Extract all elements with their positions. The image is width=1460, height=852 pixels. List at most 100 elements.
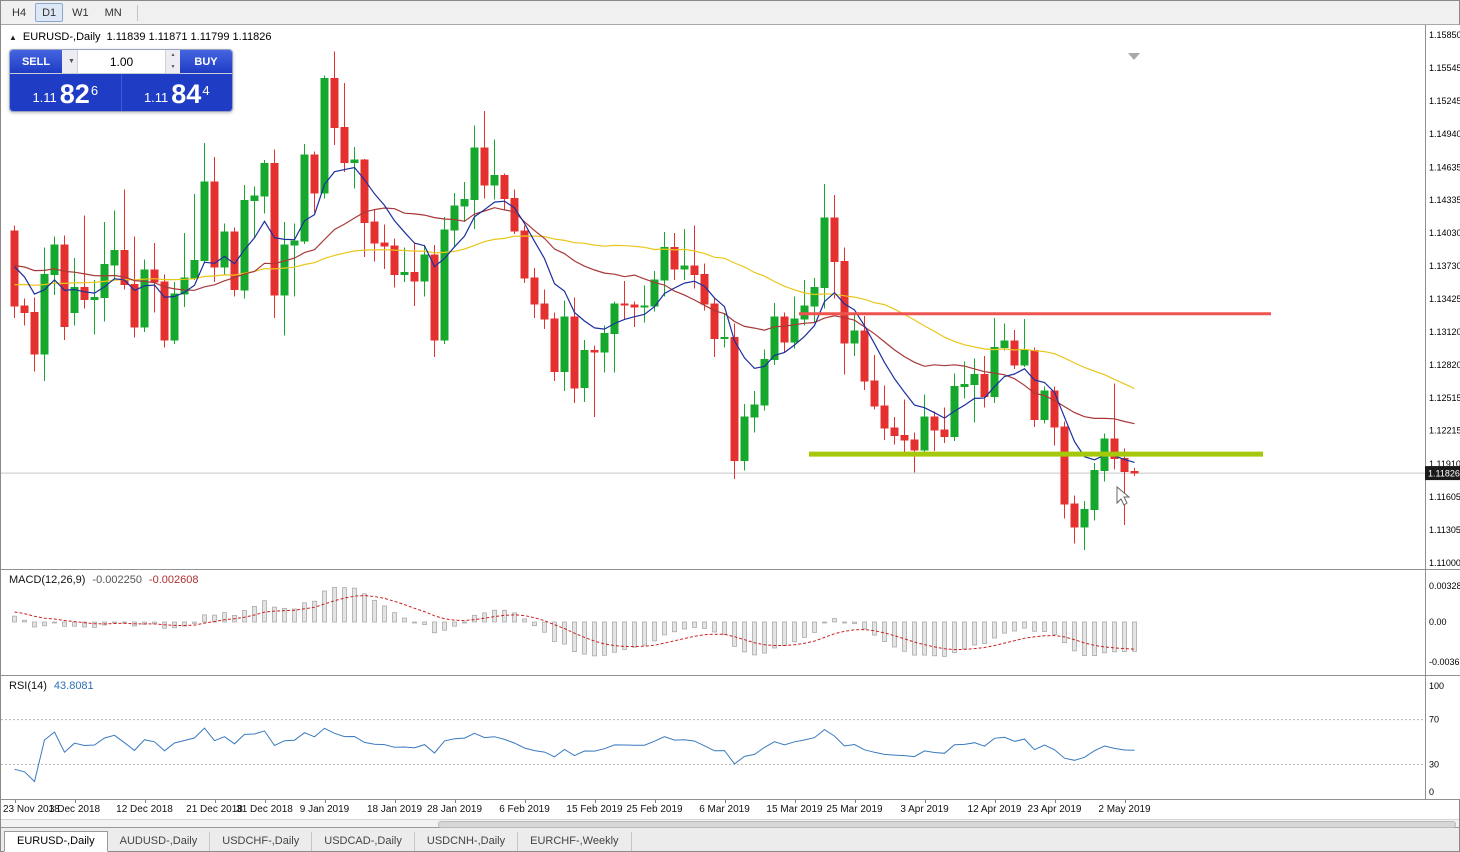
time-tick <box>854 800 856 803</box>
mouse-cursor-icon <box>1116 485 1131 506</box>
tab-audusd-daily[interactable]: AUDUSD-,Daily <box>108 832 211 851</box>
buy-price-big: 84 <box>171 79 202 109</box>
volume-up-button[interactable]: ▲ <box>166 50 180 62</box>
price-chart[interactable]: 1.15850 1.15545 1.15245 1.14940 1.14635 1.143… <box>1 25 1460 569</box>
horizontal-scrollbar[interactable] <box>1 819 1459 828</box>
svg-text:1.11910: 1.11910 <box>1429 459 1460 469</box>
time-tick <box>264 800 266 803</box>
sell-price-big: 82 <box>59 79 90 109</box>
time-tick <box>394 800 396 803</box>
time-tick <box>74 800 76 803</box>
time-tick <box>454 800 456 803</box>
volume-down-button[interactable]: ▼ <box>166 61 180 73</box>
svg-text:100: 100 <box>1429 681 1444 691</box>
macd-main-value: -0.002250 <box>92 574 142 586</box>
time-axis-label: 15 Mar 2019 <box>766 804 823 815</box>
svg-text:1.14030: 1.14030 <box>1429 228 1460 238</box>
ohlc-values: 1.11839 1.11871 1.11799 1.11826 <box>106 31 272 43</box>
timeframe-toolbar: H4 D1 W1 MN <box>1 1 1459 25</box>
macd-signal-line <box>14 595 1135 651</box>
time-tick <box>1054 800 1056 803</box>
svg-text:1.11305: 1.11305 <box>1429 525 1460 535</box>
rsi-pane[interactable]: 100 70 30 0 RSI(14) 43.8081 <box>1 675 1460 799</box>
timeframe-h4-button[interactable]: H4 <box>5 3 34 22</box>
time-axis-label: 25 Feb 2019 <box>626 804 683 815</box>
time-axis-label: 15 Feb 2019 <box>566 804 623 815</box>
tab-usdchf-daily[interactable]: USDCHF-,Daily <box>210 832 313 851</box>
time-tick <box>214 800 216 803</box>
collapse-panel-icon[interactable]: ▲ <box>9 32 17 42</box>
sell-price-sup: 6 <box>90 83 99 98</box>
macd-chart[interactable]: 0.003282 0.00 -0.00365 <box>1 570 1460 675</box>
rsi-label: RSI(14) 43.8081 <box>9 680 94 692</box>
time-axis-label: 23 Nov 2018 <box>3 804 60 815</box>
tab-usdcnh-daily[interactable]: USDCNH-,Daily <box>415 832 519 851</box>
time-axis-label: 25 Mar 2019 <box>826 804 883 815</box>
sell-button[interactable]: SELL <box>10 50 62 73</box>
svg-text:1.15850: 1.15850 <box>1429 30 1460 40</box>
rsi-line <box>14 727 1135 783</box>
timeframe-w1-button[interactable]: W1 <box>65 3 96 22</box>
svg-text:1.11000: 1.11000 <box>1429 558 1460 568</box>
buy-price-sup: 4 <box>202 83 210 98</box>
svg-text:-0.00365: -0.00365 <box>1429 657 1460 667</box>
time-axis-label: 31 Dec 2018 <box>236 804 293 815</box>
timeframe-d1-button[interactable]: D1 <box>35 3 64 22</box>
macd-signal-value: -0.002608 <box>148 574 199 586</box>
rsi-chart[interactable]: 100 70 30 0 <box>1 676 1460 799</box>
candlesticks <box>10 51 1139 550</box>
scrollbar-thumb[interactable] <box>438 821 1456 828</box>
volume-dropdown-button[interactable]: ▼ <box>62 50 78 73</box>
buy-button[interactable]: BUY <box>180 50 232 73</box>
time-axis-label: 12 Dec 2018 <box>116 804 173 815</box>
chart-tab-bar: EURUSD-,Daily AUDUSD-,Daily USDCHF-,Dail… <box>1 827 1459 852</box>
chart-shift-marker <box>1128 53 1140 60</box>
svg-text:1.14335: 1.14335 <box>1429 195 1460 205</box>
svg-text:1.15545: 1.15545 <box>1429 63 1460 73</box>
time-tick <box>1124 800 1126 803</box>
symbol-name: EURUSD-,Daily <box>22 31 101 43</box>
time-axis-label: 6 Feb 2019 <box>499 804 550 815</box>
time-axis-label: 12 Apr 2019 <box>967 804 1022 815</box>
svg-text:1.14940: 1.14940 <box>1429 129 1460 139</box>
price-pane[interactable]: 1.15850 1.15545 1.15245 1.14940 1.14635 1.143… <box>1 25 1460 569</box>
macd-pane[interactable]: 0.0032820.00-0.00365 MACD(12,26,9)-0.002… <box>1 569 1460 675</box>
time-tick <box>994 800 996 803</box>
sell-price-prefix: 1.11 <box>32 90 57 105</box>
time-axis-label: 18 Jan 2019 <box>366 804 423 815</box>
time-tick <box>524 800 526 803</box>
time-axis-label: 21 Dec 2018 <box>186 804 243 815</box>
one-click-trading-panel: SELL ▼ 1.00 ▲ ▼ BUY 1.11 82 6 1.11 84 4 <box>9 49 233 112</box>
svg-text:1.12215: 1.12215 <box>1429 426 1460 436</box>
buy-price-prefix: 1.11 <box>143 90 169 105</box>
time-axis: 23 Nov 2018 3 Dec 2018 12 Dec 2018 21 Dec 2… <box>1 799 1459 819</box>
time-axis-label: 9 Jan 2019 <box>299 804 350 815</box>
time-axis-label: 28 Jan 2019 <box>426 804 483 815</box>
macd-histogram <box>12 586 1137 657</box>
svg-text:1.13425: 1.13425 <box>1429 294 1460 304</box>
svg-text:1.14635: 1.14635 <box>1429 162 1460 172</box>
macd-label: MACD(12,26,9) -0.002250 -0.002608 <box>9 574 199 586</box>
tab-eurchf-weekly[interactable]: EURCHF-,Weekly <box>518 832 632 851</box>
time-tick <box>594 800 596 803</box>
time-axis-label: 23 Apr 2019 <box>1027 804 1082 815</box>
toolbar-separator <box>136 4 138 21</box>
time-tick <box>794 800 796 803</box>
ma-slow-line <box>14 235 1135 390</box>
time-tick <box>654 800 656 803</box>
tab-eurusd-daily[interactable]: EURUSD-,Daily <box>4 831 108 852</box>
ma-fast-line <box>14 166 1135 463</box>
volume-input[interactable]: 1.00 <box>78 50 165 73</box>
tab-usdcad-daily[interactable]: USDCAD-,Daily <box>312 832 415 851</box>
ma-mid-line <box>14 207 1135 425</box>
buy-price-display[interactable]: 1.11 84 4 <box>120 74 233 111</box>
svg-text:1.11826: 1.11826 <box>1428 469 1460 479</box>
timeframe-mn-button[interactable]: MN <box>97 3 129 22</box>
svg-text:1.12820: 1.12820 <box>1429 360 1460 370</box>
time-tick <box>724 800 726 803</box>
time-axis-label: 3 Dec 2018 <box>48 804 101 815</box>
sell-price-display[interactable]: 1.11 82 6 <box>10 74 121 111</box>
svg-text:0.00: 0.00 <box>1429 617 1447 627</box>
svg-text:1.13730: 1.13730 <box>1429 261 1460 271</box>
